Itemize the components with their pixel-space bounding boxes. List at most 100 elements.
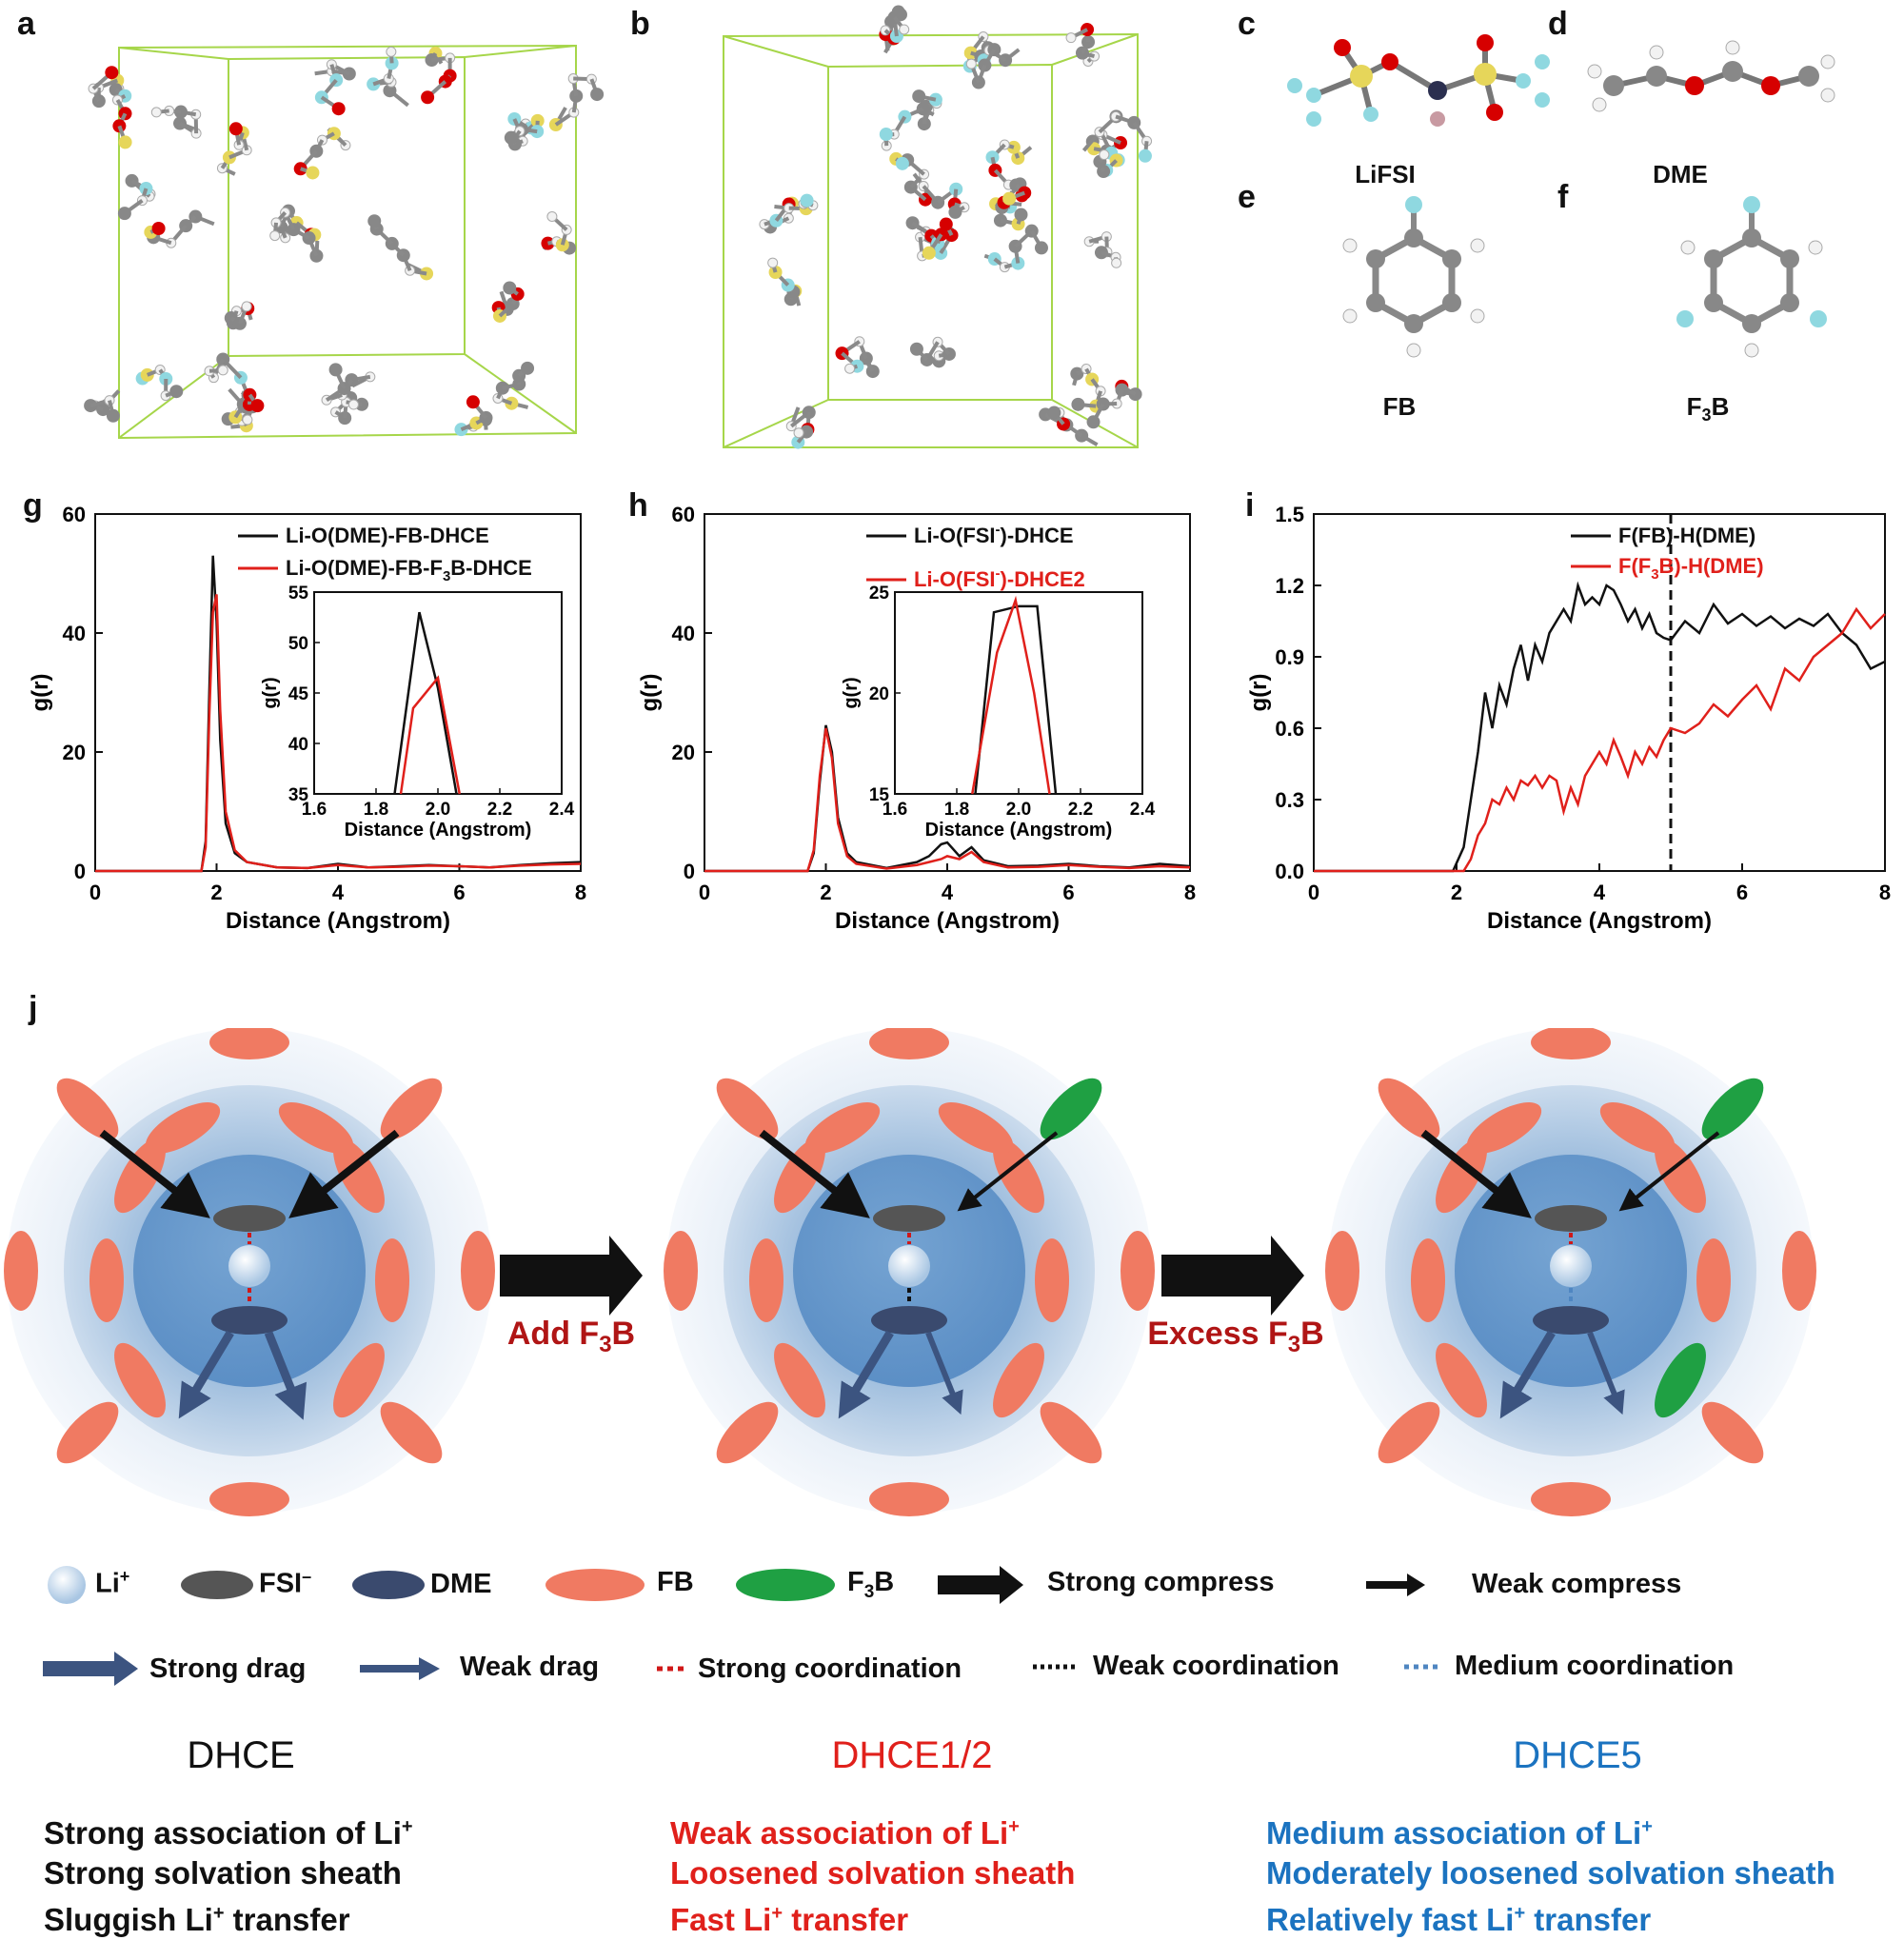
y-tick-label: 20 [63, 741, 86, 764]
x-tick-label: 6 [453, 881, 465, 904]
f3b-legend-label: F3B [847, 1567, 894, 1603]
fsi-anion [873, 1205, 945, 1232]
li-legend-label: Li+ [95, 1567, 129, 1600]
atom [169, 385, 183, 398]
atom [1071, 398, 1084, 411]
summary-line: Strong association of Li+ [44, 1807, 413, 1853]
summary-line: Strong solvation sheath [44, 1853, 413, 1893]
fb-molecule [375, 1238, 409, 1322]
atom [922, 247, 936, 260]
x-tick-label: 6 [1062, 881, 1074, 904]
atom [118, 207, 131, 220]
add-f3b-label: Add F3B [507, 1316, 635, 1357]
atom [229, 122, 243, 135]
atom [948, 206, 962, 219]
atom [910, 343, 923, 356]
atom [1100, 150, 1109, 160]
atom [250, 399, 264, 412]
atom [270, 231, 280, 241]
fb-legend-icon [545, 1569, 645, 1601]
add-f3b-arrow [500, 1236, 643, 1316]
fb-molecule [1696, 1238, 1731, 1322]
f3b-molecule [1676, 196, 1827, 357]
li-ion [1550, 1245, 1592, 1287]
inset-x-tick-label: 2.2 [487, 800, 512, 820]
inset-x-tick-label: 2.2 [1068, 800, 1093, 820]
atom [900, 25, 909, 34]
x-axis-label: Distance (Angstrom) [226, 908, 450, 934]
dme-solvent [211, 1306, 288, 1335]
fb-molecule [209, 1482, 289, 1516]
atom [107, 409, 120, 423]
fb-molecule [1121, 1231, 1155, 1311]
summary-title-dhce: DHCE [0, 1734, 526, 1777]
atom [332, 102, 346, 115]
summary-line: Relatively fast Li+ transfer [1266, 1893, 1835, 1940]
atom [119, 135, 132, 148]
legend-label: Li-O(FSI-)-DHCE [914, 522, 1074, 547]
y-tick-label: 0 [684, 860, 695, 883]
atom [590, 88, 604, 101]
legend-label: Li-O(DME)-FB-F3B-DHCE [286, 556, 532, 584]
legend-label: Li-O(DME)-FB-DHCE [286, 524, 489, 547]
atom [966, 59, 976, 69]
atom [242, 302, 251, 311]
inset-x-tick-label: 2.4 [549, 800, 575, 820]
x-tick-label: 0 [1308, 881, 1319, 904]
fb-molecule [1531, 1482, 1611, 1516]
fsi-legend-label: FSI– [259, 1567, 311, 1600]
inset-y-tick-label: 20 [869, 684, 889, 704]
atom [466, 395, 480, 408]
x-tick-label: 2 [820, 881, 831, 904]
summary-lines-dhce: Strong association of Li+ Strong solvati… [44, 1807, 413, 1940]
weak-coordination-label: Weak coordination [1093, 1651, 1339, 1682]
molecules-cluster-a [84, 47, 604, 436]
x-tick-label: 0 [699, 881, 710, 904]
y-tick-label: 0.3 [1275, 788, 1304, 812]
x-axis-label: Distance (Angstrom) [1487, 908, 1712, 934]
y-tick-label: 0.0 [1275, 860, 1304, 883]
atom [912, 89, 925, 103]
dme-legend-label: DME [430, 1569, 491, 1600]
x-tick-label: 4 [1594, 881, 1606, 904]
inset-y-label: g(r) [841, 677, 862, 708]
inset-y-tick-label: 55 [288, 584, 309, 604]
li-legend-icon [48, 1566, 86, 1604]
excess-f3b-arrow [1161, 1236, 1304, 1316]
atom [421, 90, 434, 104]
atom [845, 364, 855, 373]
inset-y-tick-label: 50 [288, 634, 308, 654]
atom [801, 194, 814, 208]
x-tick-label: 4 [942, 881, 954, 904]
li-ion [888, 1245, 930, 1287]
atom [1112, 258, 1121, 267]
y-axis-label: g(r) [28, 674, 53, 712]
inset-y-tick-label: 15 [869, 785, 890, 805]
y-tick-label: 0.6 [1275, 717, 1304, 741]
inset-y-tick-label: 45 [288, 684, 309, 704]
atom [218, 366, 228, 375]
sheath-dhce5 [1325, 1028, 1816, 1516]
fb-molecule [1035, 1238, 1069, 1322]
inset-x-tick-label: 1.8 [944, 800, 969, 820]
summary-title-dhce5: DHCE5 [1292, 1734, 1863, 1777]
x-tick-label: 8 [575, 881, 586, 904]
inset-y-tick-label: 25 [869, 584, 890, 604]
x-tick-label: 2 [1451, 881, 1462, 904]
summary-line: Loosened solvation sheath [670, 1853, 1075, 1893]
sheath-dhce12 [664, 1028, 1155, 1516]
inset-x-tick-label: 2.0 [1006, 800, 1031, 820]
fb-molecule [664, 1231, 698, 1311]
fb-legend-label: FB [657, 1567, 694, 1598]
molecule-structures [1257, 10, 1904, 428]
y-tick-label: 40 [672, 622, 695, 645]
summary-lines-dhce5: Medium association of Li+ Moderately loo… [1266, 1807, 1835, 1940]
series-line-0 [1314, 585, 1885, 871]
strong-compress-icon [938, 1566, 1023, 1604]
inset-y-tick-label: 35 [288, 785, 309, 805]
atom [367, 214, 381, 228]
summary-line: Fast Li+ transfer [670, 1893, 1075, 1940]
fb-molecule [869, 1482, 949, 1516]
